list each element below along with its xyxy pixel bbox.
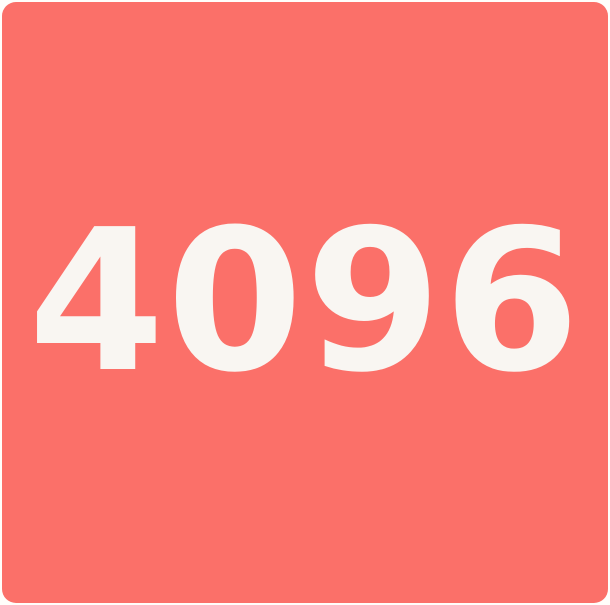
- tile-value: 4096: [28, 187, 582, 416]
